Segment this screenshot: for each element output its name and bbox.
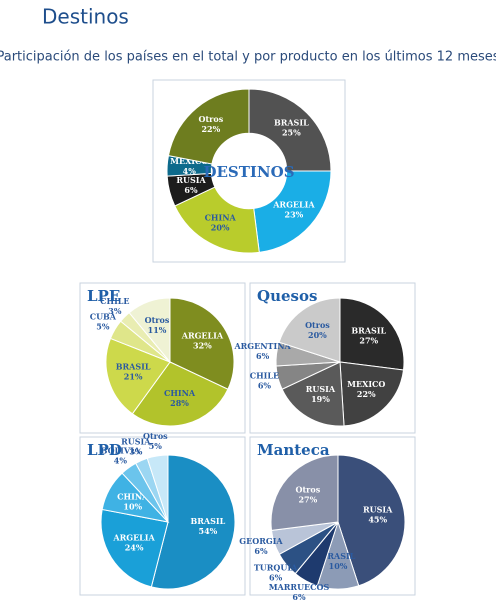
slice-category-label: BRASIL [274, 118, 309, 128]
chart-title: Manteca [257, 441, 330, 459]
slice-value-label: 27% [359, 336, 378, 346]
slice-value-label: 25% [282, 128, 301, 138]
slice [131, 361, 229, 427]
chart-title: Quesos [257, 287, 317, 305]
slice-value-label: 6% [254, 546, 268, 556]
slice-value-label: 6% [258, 380, 272, 390]
slice-category-label: MARRUECOS [269, 582, 330, 592]
slice-value-label: 6% [292, 592, 306, 600]
slice [128, 297, 171, 364]
slice-category-label: MEXICO [170, 156, 208, 166]
slice-value-label: 4% [114, 455, 128, 465]
slice-value-label: 54% [199, 526, 218, 536]
slice-category-label: GEORGIA [239, 536, 283, 546]
slice-value-label: 20% [308, 330, 327, 340]
slice-value-label: 4% [183, 166, 197, 176]
slice-category-label: Otros [145, 315, 170, 325]
slice-category-label: TURQUIA [254, 563, 298, 573]
slice-value-label: 3% [129, 447, 143, 457]
slice [270, 454, 339, 531]
slice-category-label: ARGELIA [181, 330, 224, 340]
slice-category-label: ARGELIA [272, 200, 315, 210]
slice-category-label: RUSIA [363, 505, 393, 515]
slice [150, 454, 236, 590]
slice-category-label: BRASIL [116, 362, 151, 372]
slice-category-label: CHINA [205, 212, 237, 222]
slice-category-label: CUBA [90, 311, 117, 321]
chart-title: DESTINOS [203, 163, 294, 181]
slice-value-label: 5% [96, 321, 110, 331]
page-subtitle: Participación de los países en el total … [0, 50, 496, 65]
slice-value-label: 19% [311, 394, 330, 404]
slice-category-label: RUSIA [121, 437, 151, 447]
slice [169, 297, 235, 390]
slice-value-label: 45% [368, 515, 387, 525]
slice [100, 508, 169, 588]
slice [337, 454, 406, 587]
slice-value-label: 20% [211, 222, 230, 232]
slice-category-label: RUSIA [176, 175, 206, 185]
slice-value-label: 23% [285, 210, 304, 220]
slice-value-label: 24% [125, 543, 144, 553]
slice-value-label: 28% [170, 398, 189, 408]
slice-category-label: BRASIL [321, 551, 356, 561]
slice [339, 361, 405, 427]
slice [248, 88, 332, 172]
slice-category-label: BRASIL [191, 516, 226, 526]
slice-value-label: 10% [329, 561, 348, 571]
slice-category-label: RUSIA [306, 384, 336, 394]
slice-category-label: ARGELIA [112, 533, 155, 543]
slice [253, 170, 332, 253]
slice-value-label: 22% [201, 124, 220, 134]
slice-category-label: MEXICO [347, 379, 385, 389]
slice [167, 88, 250, 165]
slice [281, 361, 345, 427]
slice-value-label: 6% [269, 573, 283, 583]
page-title: Destinos [42, 5, 129, 29]
slice [105, 337, 171, 415]
slice-category-label: CHINA [117, 492, 149, 502]
slice-value-label: 5% [149, 441, 163, 451]
slice-value-label: 3% [108, 306, 122, 316]
slice [146, 454, 169, 523]
slice-category-label: BRASIL [351, 326, 386, 336]
slice-category-label: CHILE [250, 370, 279, 380]
slice-category-label: CHINA [164, 388, 196, 398]
slice-category-label: Otros [198, 114, 223, 124]
slice-category-label: ARGENTINA [233, 341, 291, 351]
slice-category-label: Otros [295, 484, 320, 494]
slice [339, 297, 405, 371]
slice-category-label: Otros [143, 431, 168, 441]
slice-value-label: 6% [256, 351, 270, 361]
slice-value-label: 32% [193, 340, 212, 350]
slice-category-label: Otros [305, 320, 330, 330]
slice-value-label: 10% [123, 502, 142, 512]
slice-category-label: BOLIVIA [101, 445, 141, 455]
chart-title: LPE [87, 287, 120, 305]
chart-title: LPD [87, 441, 122, 459]
slice [278, 297, 341, 363]
slice-value-label: 27% [298, 494, 317, 504]
slice-value-label: 22% [357, 389, 376, 399]
slice-value-label: 6% [184, 185, 198, 195]
slice-category-label: CHILE [100, 296, 129, 306]
slice-value-label: 21% [124, 372, 143, 382]
slice-value-label: 11% [148, 325, 167, 335]
